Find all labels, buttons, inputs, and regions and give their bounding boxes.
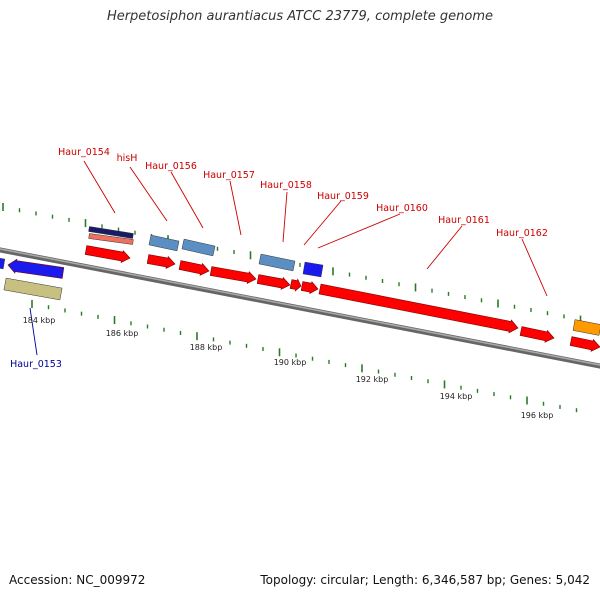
cds-haur-0162 bbox=[519, 326, 555, 343]
feature-navy bbox=[88, 226, 134, 239]
scale-label: 190 kbp bbox=[274, 358, 307, 367]
leader-line-4 bbox=[282, 191, 288, 243]
map-title: Herpetosiphon aurantiacus ATCC 23779, co… bbox=[106, 9, 494, 24]
cds-haur-0159 bbox=[289, 278, 302, 292]
label-leaders bbox=[29, 160, 548, 356]
gene-label: Haur_0159 bbox=[317, 191, 369, 202]
gene-label: Haur_0160 bbox=[376, 203, 428, 214]
cds-haur-0156 bbox=[178, 260, 210, 276]
topology-text: Topology: circular; Length: 6,346,587 bp… bbox=[260, 573, 590, 587]
scale-label: 194 kbp bbox=[440, 392, 473, 401]
scale-label: 186 kbp bbox=[106, 329, 139, 338]
gene-label: Haur_0162 bbox=[496, 228, 548, 239]
gene-label: Haur_0156 bbox=[145, 161, 197, 172]
leader-line-0 bbox=[83, 160, 116, 214]
feature-salmon bbox=[88, 233, 134, 245]
cds-haur-0153 bbox=[7, 258, 65, 279]
gene-label: Haur_0153 bbox=[10, 359, 62, 370]
feature-steelblue-1 bbox=[148, 234, 180, 252]
feature-orange bbox=[572, 319, 600, 336]
leader-line-8 bbox=[521, 238, 548, 297]
cds-haur-0161 bbox=[318, 283, 519, 334]
cds-haur-0154 bbox=[84, 245, 131, 264]
cds-haur-0158 bbox=[256, 274, 291, 290]
leader-line-5 bbox=[303, 200, 342, 246]
leader-line-9 bbox=[29, 307, 38, 356]
cds-hish bbox=[146, 254, 176, 269]
leader-line-1 bbox=[129, 166, 168, 222]
gene-labels: Haur_0153 Haur_0154 hisH Haur_0156 Haur_0157… bbox=[10, 147, 548, 370]
feature-steelblue-3 bbox=[258, 253, 296, 272]
leader-line-3 bbox=[229, 180, 242, 236]
feature-blue-edge bbox=[0, 258, 6, 270]
scale-label: 188 kbp bbox=[190, 343, 223, 352]
features bbox=[0, 226, 600, 352]
scale-labels: 184 kbp 186 kbp 188 kbp 190 kbp 192 kbp 194 k… bbox=[23, 316, 554, 420]
gene-label: Haur_0158 bbox=[260, 180, 312, 191]
cds-next bbox=[569, 336, 600, 352]
leader-line-2 bbox=[170, 171, 204, 229]
genome-backbone bbox=[0, 247, 600, 369]
cds-haur-0160 bbox=[300, 281, 319, 295]
gene-label: Haur_0154 bbox=[58, 147, 110, 158]
feature-khaki bbox=[3, 277, 63, 301]
gene-label: Haur_0161 bbox=[438, 215, 490, 226]
leader-line-6 bbox=[317, 213, 401, 249]
scale-label: 192 kbp bbox=[356, 375, 389, 384]
leader-line-7 bbox=[426, 225, 463, 270]
scale-label: 184 kbp bbox=[23, 316, 56, 325]
feature-steelblue-2 bbox=[181, 238, 216, 257]
scale-label: 196 kbp bbox=[521, 411, 554, 420]
cds-haur-0157 bbox=[209, 266, 257, 285]
gene-label: Haur_0157 bbox=[203, 170, 255, 181]
gene-label: hisH bbox=[117, 153, 138, 164]
accession-text: Accession: NC_009972 bbox=[9, 573, 146, 587]
feature-blue-small bbox=[302, 261, 324, 278]
